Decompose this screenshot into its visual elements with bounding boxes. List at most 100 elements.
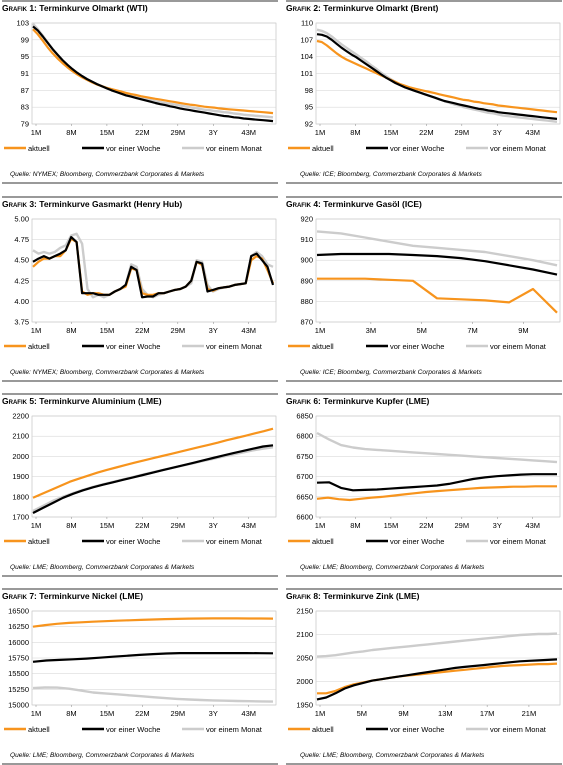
x-tick-label: 8M [350,128,360,137]
x-tick-label: 3Y [209,326,218,335]
panel-divider [286,182,562,184]
chart-panel-7: Grafik 7: Terminkurve Nickel (LME) 15000 1… [2,588,278,765]
y-tick-label: 98 [305,86,313,95]
x-tick-label: 43M [525,128,540,137]
x-tick-label: 1M [31,326,41,335]
y-tick-label: 6750 [296,452,313,461]
x-tick-label: 15M [384,128,399,137]
chart-source: Quelle: NYMEX; Bloomberg, Commerzbank Co… [10,369,205,376]
y-tick-label: 16000 [8,638,29,647]
y-tick-label: 103 [16,19,29,28]
y-tick-label: 95 [305,103,313,112]
chart-title: Grafik 7: Terminkurve Nickel (LME) [2,588,278,605]
chart-panel-1: Grafik 1: Terminkurve Olmarkt (WTI) 79 83 8… [2,0,278,184]
series-line-aktuell [32,28,274,115]
chart-svg: 92 95 98 101 104 107 110 1M 8M 15M 22M 29M 3Y 43M aktu… [288,19,561,153]
y-tick-label: 2100 [12,432,29,441]
legend-label: vor einer Woche [106,537,160,546]
x-tick-label: 1M [315,709,325,718]
chart-source: Quelle: LME; Bloomberg, Commerzbank Corp… [10,564,195,571]
y-tick-label: 910 [300,235,313,244]
series-line-monat [32,686,274,703]
chart-number: 8: [313,591,321,601]
x-tick-label: 15M [100,326,115,335]
series-line-woche [316,473,557,492]
chart-svg: 1950 2000 2050 2100 2150 1M 5M 9M 13M 17M 21M aktue… [288,607,561,734]
legend-label: aktuell [28,537,50,546]
x-tick-label: 1M [315,521,325,530]
legend-label: vor einem Monat [206,725,263,734]
chart-svg: 15000 15250 15500 15750 16000 16250 16500 1M 8M 1… [4,607,277,734]
chart-title: Grafik 5: Terminkurve Aluminium (LME) [2,393,278,410]
x-tick-label: 8M [350,521,360,530]
y-tick-label: 15750 [8,654,29,663]
x-tick-label: 8M [66,326,76,335]
chart-number: 4: [313,199,321,209]
x-tick-label: 8M [66,128,76,137]
chart-prefix: Grafik [2,199,27,209]
x-tick-label: 13M [438,709,453,718]
legend-label: vor einer Woche [106,144,160,153]
chart-number: 1: [29,3,37,13]
chart-prefix: Grafik [286,396,311,406]
series-line-woche [316,33,558,120]
x-tick-label: 22M [419,521,434,530]
legend-label: aktuell [312,342,334,351]
chart-title-text: Terminkurve Kupfer (LME) [323,396,430,406]
x-tick-label: 1M [31,521,41,530]
x-tick-label: 22M [135,709,150,718]
chart-panel-6: Grafik 6: Terminkurve Kupfer (LME) 6600 66… [286,393,562,577]
chart-title: Grafik 8: Terminkurve Zink (LME) [286,588,562,605]
chart-prefix: Grafik [286,3,311,13]
x-tick-label: 3Y [209,128,218,137]
y-tick-label: 2100 [296,630,313,639]
y-tick-label: 95 [21,52,29,61]
x-tick-label: 29M [171,709,186,718]
y-tick-label: 16250 [8,622,29,631]
chart-title-text: Terminkurve Gasmarkt (Henry Hub) [39,199,183,209]
x-tick-label: 8M [66,709,76,718]
x-tick-label: 29M [171,128,186,137]
chart-panel-3: Grafik 3: Terminkurve Gasmarkt (Henry Hu… [2,196,278,382]
series-line-aktuell [316,39,558,114]
x-tick-label: 43M [241,521,256,530]
legend-label: aktuell [28,144,50,153]
x-tick-label: 43M [241,709,256,718]
chart-title-text: Terminkurve Olmarkt (WTI) [39,3,148,13]
x-tick-label: 43M [525,521,540,530]
x-tick-label: 1M [31,709,41,718]
series-line-woche [32,25,274,123]
series-line-aktuell [317,277,558,314]
chart-prefix: Grafik [2,396,27,406]
legend-label: vor einem Monat [490,144,547,153]
chart-number: 6: [313,396,321,406]
plot-area [315,415,561,518]
x-tick-label: 29M [171,326,186,335]
x-tick-label: 15M [100,709,115,718]
panel-divider [2,182,278,184]
x-tick-label: 5M [357,709,367,718]
y-tick-label: 6800 [296,432,313,441]
y-tick-label: 3.75 [14,318,29,327]
x-tick-label: 3M [366,326,376,335]
panel-divider [286,575,562,577]
legend-label: aktuell [312,144,334,153]
panel-divider [286,380,562,382]
y-tick-label: 2000 [296,677,313,686]
y-tick-label: 1900 [12,472,29,481]
x-tick-label: 1M [315,326,325,335]
y-tick-label: 4.00 [14,297,29,306]
series-line-aktuell [32,237,275,296]
y-tick-label: 1950 [296,701,313,710]
series-line-monat [316,431,558,464]
y-tick-label: 4.50 [14,256,29,265]
series-line-aktuell [32,617,274,628]
x-tick-label: 15M [100,128,115,137]
x-tick-label: 17M [480,709,495,718]
chart-number: 5: [29,396,37,406]
chart-title: Grafik 1: Terminkurve Olmarkt (WTI) [2,0,278,17]
y-tick-label: 6850 [296,412,313,421]
series-line-monat [32,446,274,512]
x-tick-label: 3Y [493,128,502,137]
legend-label: vor einer Woche [106,342,160,351]
